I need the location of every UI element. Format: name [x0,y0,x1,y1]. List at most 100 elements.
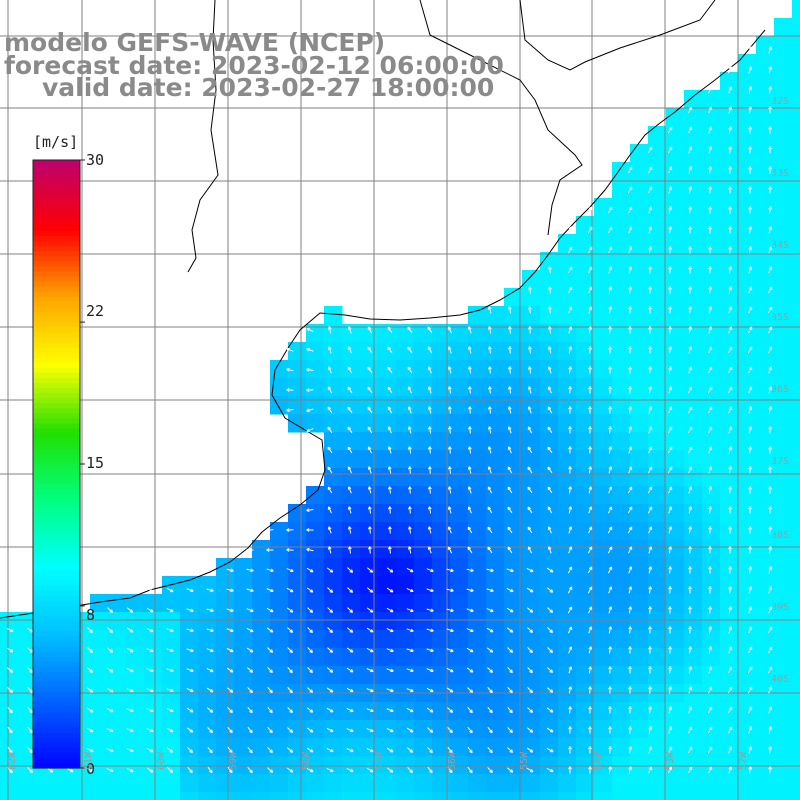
wind-speed-cell [342,612,361,631]
wind-speed-cell [18,612,37,631]
wind-speed-cell [558,306,577,325]
wind-arrow [687,426,693,434]
colorbar-segment [33,494,80,501]
wind-arrow [326,667,334,673]
wind-arrow [688,606,692,614]
colorbar-segment [33,550,80,556]
wind-arrow [466,628,474,633]
wind-speed-cell [666,666,685,685]
wind-speed-cell [342,666,361,685]
wind-arrow [507,386,512,394]
wind-arrow [768,26,773,34]
wind-arrow [768,526,772,534]
wind-speed-cell [648,198,667,217]
wind-speed-cell [648,648,667,667]
wind-arrow [688,126,693,134]
wind-speed-cell [522,450,541,469]
wind-arrow [446,568,454,573]
wind-arrow [668,626,672,634]
wind-arrow [668,266,672,274]
wind-speed-cell [576,720,595,739]
wind-speed-cell [576,612,595,631]
wind-speed-cell [360,522,379,541]
wind-speed-cell [90,702,109,721]
wind-speed-cell [360,414,379,433]
wind-speed-cell [612,324,631,343]
wind-arrow [628,426,633,434]
wind-speed-cell [180,792,199,800]
wind-arrow [628,546,633,554]
wind-arrow [748,606,753,614]
colorbar-segment [33,362,80,369]
wind-arrow [467,486,472,494]
wind-speed-cell [702,198,721,217]
wind-arrow [6,628,14,633]
wind-speed-cell [648,288,667,307]
wind-arrow [628,746,633,754]
wind-speed-cell [756,360,775,379]
wind-speed-cell [630,252,649,271]
wind-speed-cell [774,486,793,505]
wind-arrow [728,66,733,74]
wind-arrow [707,386,713,394]
wind-speed-cell [342,342,361,361]
wind-arrow [708,206,712,214]
wind-speed-cell [756,180,775,199]
wind-arrow [166,708,174,713]
wind-speed-cell [468,738,487,757]
wind-arrow [728,746,733,754]
wind-speed-cell [414,450,433,469]
wind-arrow [146,607,154,613]
wind-arrow [708,226,712,234]
wind-speed-cell [558,252,577,271]
wind-speed-cell [558,450,577,469]
wind-arrow [206,667,214,673]
wind-speed-cell [666,720,685,739]
wind-speed-cell [558,414,577,433]
wind-arrow [647,486,653,494]
wind-arrow [728,266,733,274]
wind-speed-cell [612,540,631,559]
wind-speed-cell [360,792,379,800]
wind-speed-cell [234,648,253,667]
wind-speed-cell [612,432,631,451]
wind-arrow [107,607,114,613]
wind-speed-cell [648,630,667,649]
wind-arrow [387,346,393,354]
wind-speed-cell [144,738,163,757]
wind-speed-cell [306,792,325,800]
wind-speed-cell [774,270,793,289]
wind-speed-cell [540,270,559,289]
wind-arrow [647,146,653,154]
colorbar-segment [33,413,80,419]
colorbar-segment [33,534,80,541]
wind-speed-cell [198,756,217,775]
wind-speed-cell [90,594,109,613]
lon-label: 58W [301,751,312,770]
wind-speed-cell [630,216,649,235]
wind-speed-cell [126,774,145,793]
wind-speed-cell [666,702,685,721]
wind-arrow [768,506,772,514]
wind-speed-cell [756,540,775,559]
wind-speed-cell [378,396,397,415]
wind-speed-cell [738,234,757,253]
wind-arrow [708,486,713,494]
wind-speed-cell [594,324,613,343]
wind-arrow [648,586,653,594]
wind-speed-cell [666,576,685,595]
wind-speed-cell [630,594,649,613]
wind-speed-cell [594,414,613,433]
wind-speed-cell [738,630,757,649]
wind-speed-cell [306,360,325,379]
colorbar-segment [33,722,80,729]
colorbar-segment [33,747,80,754]
wind-speed-cell [738,774,757,793]
wind-arrow [728,226,732,234]
wind-speed-cell [504,774,523,793]
wind-arrow [708,566,712,574]
wind-speed-cell [504,594,523,613]
wind-arrow [446,648,454,653]
wind-speed-cell [684,756,703,775]
wind-speed-cell [522,774,541,793]
